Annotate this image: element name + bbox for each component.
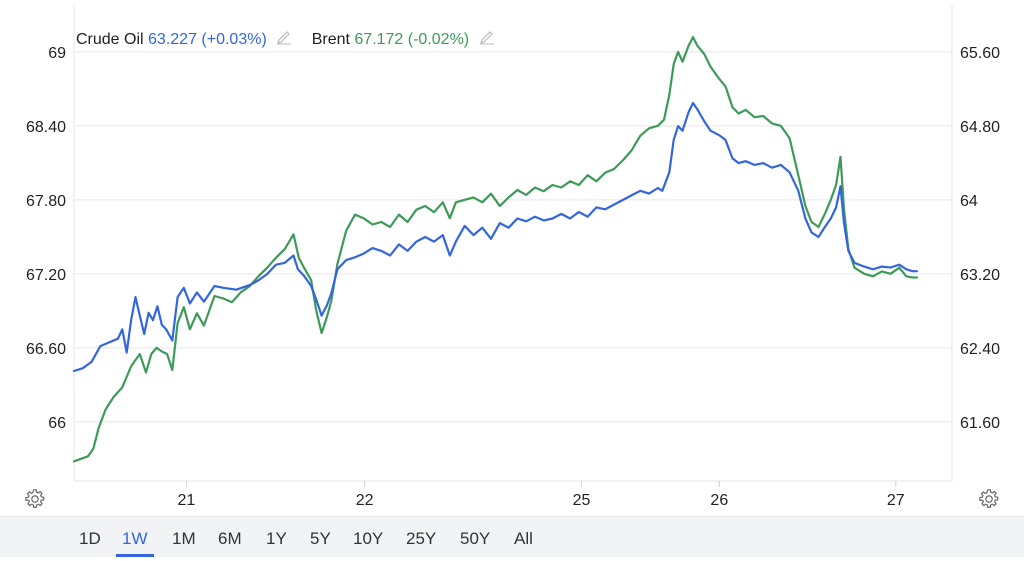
range-button-1m[interactable]: 1M	[172, 529, 196, 548]
range-button-25y[interactable]: 25Y	[406, 529, 437, 548]
y-right-tick-label: 65.60	[960, 45, 1000, 62]
legend-item-crude: Crude Oil 63.227 (+0.03%)	[76, 31, 293, 49]
y-right-tick-label: 64	[960, 193, 978, 210]
legend-crude-value: 63.227 (+0.03%)	[148, 31, 267, 48]
gear-icon[interactable]	[24, 488, 46, 510]
x-tick-label: 22	[356, 492, 374, 509]
range-button-10y[interactable]: 10Y	[353, 529, 384, 548]
range-button-6m[interactable]: 6M	[218, 529, 242, 548]
y-left-tick-label: 68.40	[26, 119, 66, 136]
range-button-1d[interactable]: 1D	[79, 529, 101, 548]
y-left-tick-label: 67.20	[26, 267, 66, 284]
pencil-icon[interactable]	[275, 31, 293, 45]
chart-svg: 66 66.60 67.20 67.80 68.40 69 61.60 62.40 63.20 6…	[26, 5, 1000, 509]
y-right-tick-label: 64.80	[960, 119, 1000, 136]
legend-brent-value: 67.172 (-0.02%)	[354, 31, 470, 48]
y-right-tick-label: 63.20	[960, 267, 1000, 284]
series-line-brent	[72, 36, 918, 463]
x-tick-label: 25	[573, 492, 591, 509]
x-tick-label: 27	[887, 492, 905, 509]
range-button-50y[interactable]: 50Y	[460, 529, 491, 548]
y-left-tick-label: 67.80	[26, 193, 66, 210]
chart-container: 66 66.60 67.20 67.80 68.40 69 61.60 62.40 63.20 6…	[26, 5, 1000, 509]
x-tick-label: 21	[177, 492, 195, 509]
range-button-5y[interactable]: 5Y	[310, 529, 331, 548]
range-button-1y[interactable]: 1Y	[266, 529, 287, 548]
y-left-tick-label: 66.60	[26, 341, 66, 358]
chart-legend: Crude Oil 63.227 (+0.03%) Brent 67.172 (…	[76, 31, 510, 49]
y-right-tick-label: 62.40	[960, 341, 1000, 358]
series-layer	[72, 36, 918, 463]
legend-brent-name: Brent	[311, 31, 350, 48]
gear-icon[interactable]	[978, 488, 1000, 510]
y-left-tick-label: 69	[48, 45, 66, 62]
axis-labels: 66 66.60 67.20 67.80 68.40 69 61.60 62.40 63.20 6…	[26, 45, 1000, 509]
range-button-1w[interactable]: 1W	[116, 517, 153, 557]
y-right-tick-label: 61.60	[960, 415, 1000, 432]
y-left-tick-label: 66	[48, 415, 66, 432]
series-line-crude-oil	[72, 101, 918, 373]
pencil-icon[interactable]	[478, 31, 496, 45]
legend-crude-name: Crude Oil	[76, 31, 144, 48]
range-selector: 1D 1W 1M 6M 1Y 5Y 10Y 25Y 50Y All	[0, 516, 1024, 557]
legend-item-brent: Brent 67.172 (-0.02%)	[312, 31, 496, 49]
x-tick-label: 26	[710, 492, 728, 509]
range-button-all[interactable]: All	[514, 529, 533, 548]
grid	[73, 5, 953, 487]
